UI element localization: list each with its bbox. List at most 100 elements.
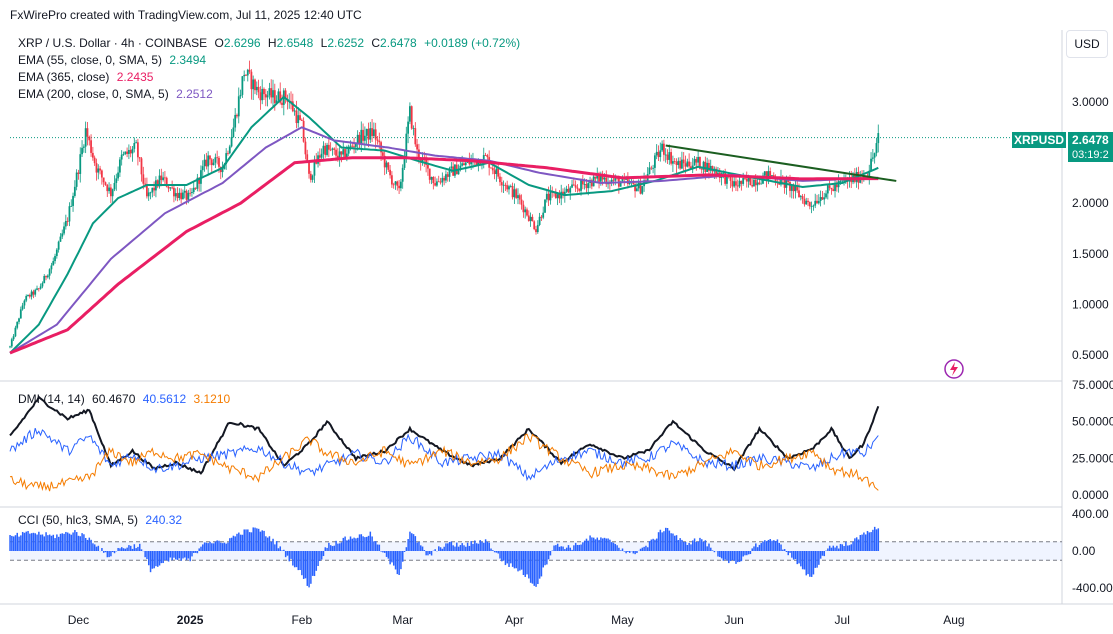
candle-body — [659, 150, 662, 158]
cci-bar — [133, 544, 136, 551]
candle-body — [436, 181, 438, 186]
candle-body — [167, 186, 170, 189]
cci-bar — [344, 536, 346, 551]
candle-body — [54, 256, 56, 262]
candle-body — [717, 172, 719, 175]
candle-body — [57, 241, 60, 250]
candle-body — [708, 162, 710, 171]
cci-bar — [729, 551, 732, 562]
candle-body — [72, 195, 74, 206]
cci-bar — [706, 546, 708, 551]
cci-bar — [468, 545, 471, 551]
cci-bar — [726, 551, 728, 561]
open-value: 2.6296 — [223, 36, 261, 50]
cci-bar — [104, 551, 107, 553]
cci-bar — [180, 551, 182, 561]
cci-bar — [585, 538, 588, 551]
candle-body — [446, 174, 449, 177]
cci-bar — [475, 543, 478, 551]
candle-body — [565, 188, 568, 192]
cci-bar — [810, 551, 813, 577]
cci-bar — [744, 551, 746, 556]
cci-bar — [628, 551, 631, 553]
cci-bar — [301, 551, 303, 576]
candle-body — [585, 184, 588, 189]
candle-body — [70, 205, 73, 207]
candle-body — [192, 187, 195, 193]
cci-bar — [746, 551, 748, 556]
candle-body — [704, 161, 707, 172]
cci-bar — [27, 530, 29, 551]
candle-body — [140, 158, 143, 175]
lightning-icon[interactable] — [944, 359, 964, 379]
candle-body — [679, 160, 682, 169]
cci-bar — [326, 547, 328, 551]
candle-body — [796, 186, 799, 191]
candle-body — [801, 196, 804, 199]
cci-bar — [166, 551, 168, 561]
candle-body — [700, 168, 703, 170]
candle-body — [598, 174, 600, 182]
cci-bar — [176, 551, 179, 560]
cci-bar — [654, 539, 656, 551]
cci-bar — [57, 536, 60, 551]
cci-bar — [483, 542, 485, 551]
cci-bar — [265, 536, 267, 551]
cci-bar — [247, 529, 249, 551]
candle-body — [877, 133, 880, 144]
cci-bar — [21, 531, 24, 551]
candle-body — [648, 167, 651, 174]
ema55-label: EMA (55, close, 0, SMA, 5) — [18, 53, 163, 67]
cci-bar — [672, 533, 674, 551]
candle-body — [252, 79, 255, 90]
candle-body — [437, 181, 440, 183]
candle-body — [445, 174, 447, 181]
cci-bar — [102, 551, 105, 553]
cci-bar — [367, 535, 370, 551]
cci-bar — [538, 551, 541, 579]
cci-bar — [414, 536, 417, 551]
cci-bar — [574, 542, 577, 551]
candles — [9, 60, 880, 349]
cci-bar — [591, 537, 593, 551]
cci-bar — [598, 539, 600, 551]
candle-body — [506, 185, 509, 190]
cci-bar — [319, 551, 321, 561]
cci-bar — [283, 549, 285, 551]
candle-body — [207, 155, 210, 167]
candle-body — [805, 200, 808, 205]
candle-body — [625, 179, 627, 180]
candle-body — [90, 140, 92, 153]
candle-body — [621, 177, 624, 183]
cci-bar — [86, 539, 89, 551]
cci-histogram — [9, 526, 880, 588]
cci-bar — [594, 539, 597, 551]
cci-bar — [252, 527, 254, 551]
candle-body — [862, 176, 865, 178]
cci-bar — [346, 540, 348, 551]
candle-body — [583, 184, 586, 185]
candle-body — [363, 135, 366, 141]
candle-body — [318, 155, 321, 158]
cci-bar — [342, 537, 345, 551]
cci-bar — [364, 537, 366, 551]
cci-bar — [256, 528, 258, 551]
candle-body — [722, 172, 725, 174]
cci-bar — [600, 537, 602, 551]
candle-body — [115, 178, 118, 183]
cci-bar — [596, 537, 599, 551]
cci-bar — [486, 541, 489, 551]
cci-bar — [221, 543, 224, 551]
cci-bar — [140, 549, 143, 551]
cci-bar — [324, 547, 327, 551]
cci-bar — [466, 542, 469, 551]
candle-body — [581, 180, 584, 185]
cci-bar — [387, 551, 390, 559]
ema365-label: EMA (365, close) — [18, 70, 110, 84]
candle-body — [518, 195, 521, 200]
currency-button[interactable]: USD — [1066, 30, 1108, 58]
cci-bar — [93, 544, 96, 551]
candle-body — [653, 155, 656, 168]
cci-bar — [412, 534, 415, 551]
